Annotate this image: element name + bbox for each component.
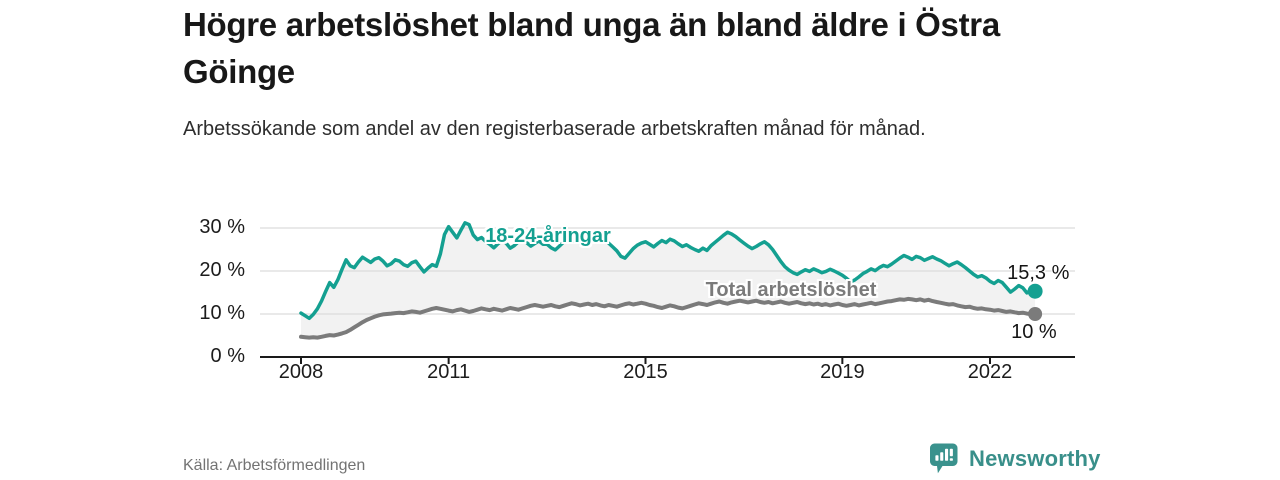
series-label-young: 18-24-åringar xyxy=(485,225,611,247)
x-tick-label: 2011 xyxy=(427,361,471,383)
brand-lockup: Newsworthy xyxy=(929,443,1101,475)
x-tick-label: 2008 xyxy=(278,361,324,383)
y-tick-label: 0 % xyxy=(210,345,245,367)
x-tick-label: 2015 xyxy=(623,361,668,383)
series-total-line xyxy=(299,296,1038,340)
page-title: Högre arbetslöshet bland unga än bland ä… xyxy=(183,6,1000,90)
end-value-label-total: 10 % xyxy=(1011,321,1057,343)
series-label-total: Total arbetslöshet xyxy=(705,279,877,301)
y-tick-label: 10 % xyxy=(199,302,245,324)
series-young-end-dot xyxy=(1027,283,1043,299)
axis-ticks xyxy=(300,357,991,364)
x-tick-label: 2022 xyxy=(967,361,1013,383)
chart-subtitle: Arbetssökande som andel av den registerb… xyxy=(183,118,926,140)
newsworthy-logo-icon xyxy=(930,443,958,474)
x-tick-label: 2019 xyxy=(820,361,865,383)
series-young-line xyxy=(299,221,1037,321)
y-tick-label: 20 % xyxy=(199,259,245,281)
y-tick-label: 30 % xyxy=(199,216,245,238)
end-value-label-young: 15,3 % xyxy=(1007,262,1070,285)
series-total-end-dot xyxy=(1028,307,1043,321)
source-note: Källa: Arbetsförmedlingen xyxy=(183,457,366,474)
brand-name: Newsworthy xyxy=(969,446,1101,471)
